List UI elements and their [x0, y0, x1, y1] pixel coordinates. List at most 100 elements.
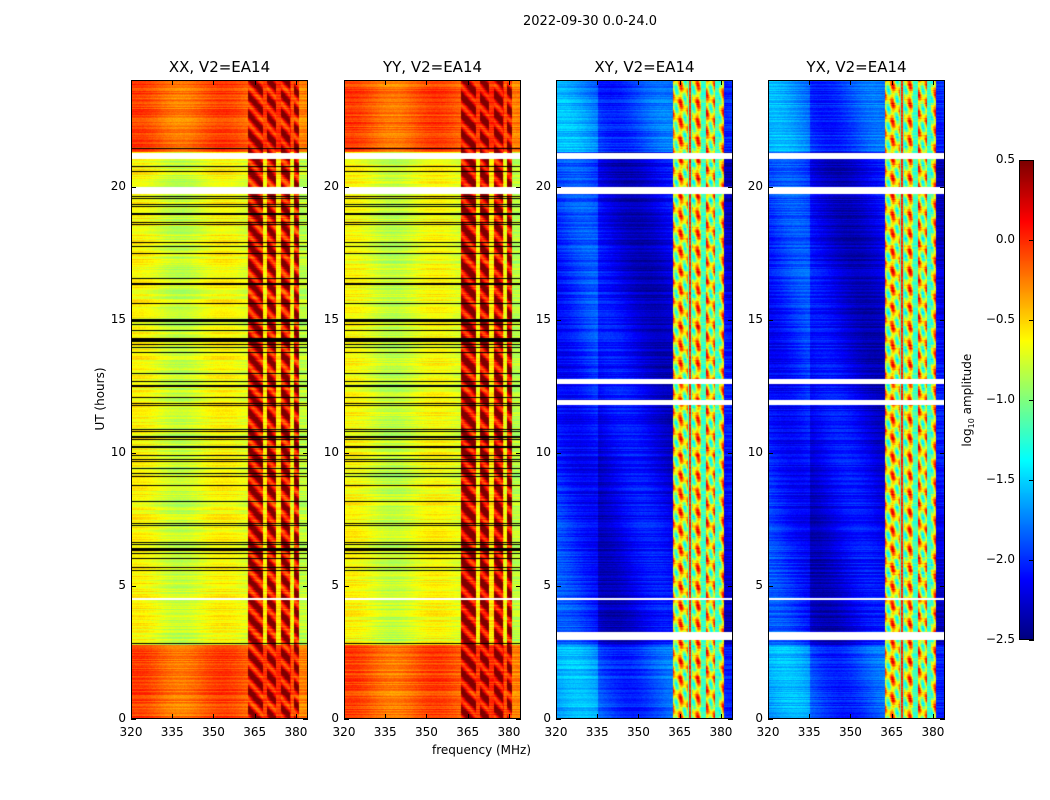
x-tick-label: 350	[627, 725, 650, 739]
y-tick	[516, 319, 521, 321]
y-tick	[516, 452, 521, 454]
x-tick	[850, 80, 852, 85]
x-tick	[932, 80, 934, 85]
y-tick	[556, 585, 561, 587]
x-tick	[597, 714, 599, 719]
x-tick	[679, 714, 681, 719]
x-tick	[768, 714, 769, 719]
x-tick	[295, 714, 297, 719]
y-tick-label: 0	[331, 711, 339, 725]
y-tick	[940, 585, 945, 587]
x-tick	[556, 714, 557, 719]
y-tick	[768, 186, 773, 188]
y-tick	[728, 719, 733, 720]
x-tick-label: 320	[756, 725, 780, 739]
x-tick	[850, 714, 852, 719]
colorbar-tick-label: −2.5	[985, 632, 1015, 646]
y-tick	[728, 319, 733, 321]
y-tick-label: 10	[323, 444, 339, 459]
colorbar-tick	[1029, 560, 1034, 561]
colorbar-tick	[1029, 240, 1034, 241]
y-tick	[303, 719, 308, 720]
y-tick	[516, 719, 521, 720]
y-tick	[131, 186, 136, 188]
colorbar-label-log: log	[959, 428, 974, 447]
x-tick	[213, 80, 215, 85]
panel-xy: XY, V2=EA14 320 335 350 365 380 0 5 10 15 20	[536, 58, 733, 739]
y-tick-label: 10	[535, 444, 551, 459]
y-tick-label: 5	[118, 577, 126, 592]
panel-title: YY, V2=EA14	[382, 58, 483, 76]
y-axis-label: UT (hours)	[93, 367, 107, 431]
x-tick	[254, 80, 256, 85]
y-tick-label: 15	[110, 311, 126, 326]
x-tick-label: 380	[497, 725, 521, 739]
y-tick-label: 15	[323, 311, 339, 326]
panel-title: XX, V2=EA14	[168, 58, 271, 76]
colorbar-tick	[1029, 640, 1034, 641]
x-tick-label: 320	[332, 725, 356, 739]
y-tick-label: 0	[755, 711, 763, 725]
y-tick	[556, 452, 561, 454]
y-tick	[131, 719, 136, 720]
y-tick-label: 20	[535, 178, 551, 193]
heatmap	[556, 80, 733, 719]
colorbar-tick	[1029, 160, 1034, 161]
panel-title: YX, V2=EA14	[806, 58, 907, 76]
heatmap	[344, 80, 521, 719]
y-tick	[556, 186, 561, 188]
y-tick-label: 0	[118, 711, 126, 725]
colorbar-tick	[1029, 480, 1034, 481]
y-tick	[516, 186, 521, 188]
y-tick-label: 5	[755, 577, 763, 592]
x-tick	[254, 714, 256, 719]
x-tick	[768, 80, 769, 85]
x-tick	[638, 80, 640, 85]
x-tick	[508, 80, 510, 85]
x-tick	[344, 80, 345, 85]
x-tick-label: 350	[839, 725, 862, 739]
x-tick	[213, 714, 215, 719]
y-tick	[728, 585, 733, 587]
x-tick	[385, 80, 387, 85]
x-axis-label: frequency (MHz)	[432, 743, 532, 757]
y-tick-label: 15	[535, 311, 551, 326]
x-tick	[556, 80, 557, 85]
colorbar-tick-label: 0.0	[995, 232, 1015, 246]
colorbar-tick	[1029, 320, 1034, 321]
x-tick-label: 350	[415, 725, 438, 739]
y-tick	[516, 585, 521, 587]
x-tick	[426, 714, 428, 719]
y-tick	[768, 452, 773, 454]
x-tick	[295, 80, 297, 85]
x-tick	[809, 80, 811, 85]
y-tick-label: 10	[110, 444, 126, 459]
x-tick	[385, 714, 387, 719]
y-tick	[131, 452, 136, 454]
y-tick	[131, 585, 136, 587]
heatmap	[768, 80, 945, 719]
y-tick	[303, 452, 308, 454]
x-tick	[638, 714, 640, 719]
colorbar-tick-label: −2.0	[985, 552, 1015, 566]
y-tick-label: 5	[543, 577, 551, 592]
y-tick	[940, 186, 945, 188]
y-tick	[556, 319, 561, 321]
y-tick	[344, 452, 349, 454]
x-tick	[809, 714, 811, 719]
x-tick-label: 335	[373, 725, 397, 739]
panel-yx: YX, V2=EA14 320 335 350 365 380 0 5 10 15 20	[748, 58, 945, 739]
x-tick	[131, 80, 132, 85]
x-tick	[891, 80, 893, 85]
x-tick-label: 365	[456, 725, 480, 739]
y-tick	[556, 719, 561, 720]
x-tick	[679, 80, 681, 85]
x-tick-label: 320	[544, 725, 568, 739]
colorbar-tick-label: −0.5	[985, 312, 1015, 326]
x-tick-label: 380	[284, 725, 308, 739]
x-tick-label: 380	[709, 725, 733, 739]
y-tick	[344, 585, 349, 587]
y-tick-label: 5	[331, 577, 339, 592]
x-tick	[172, 714, 174, 719]
